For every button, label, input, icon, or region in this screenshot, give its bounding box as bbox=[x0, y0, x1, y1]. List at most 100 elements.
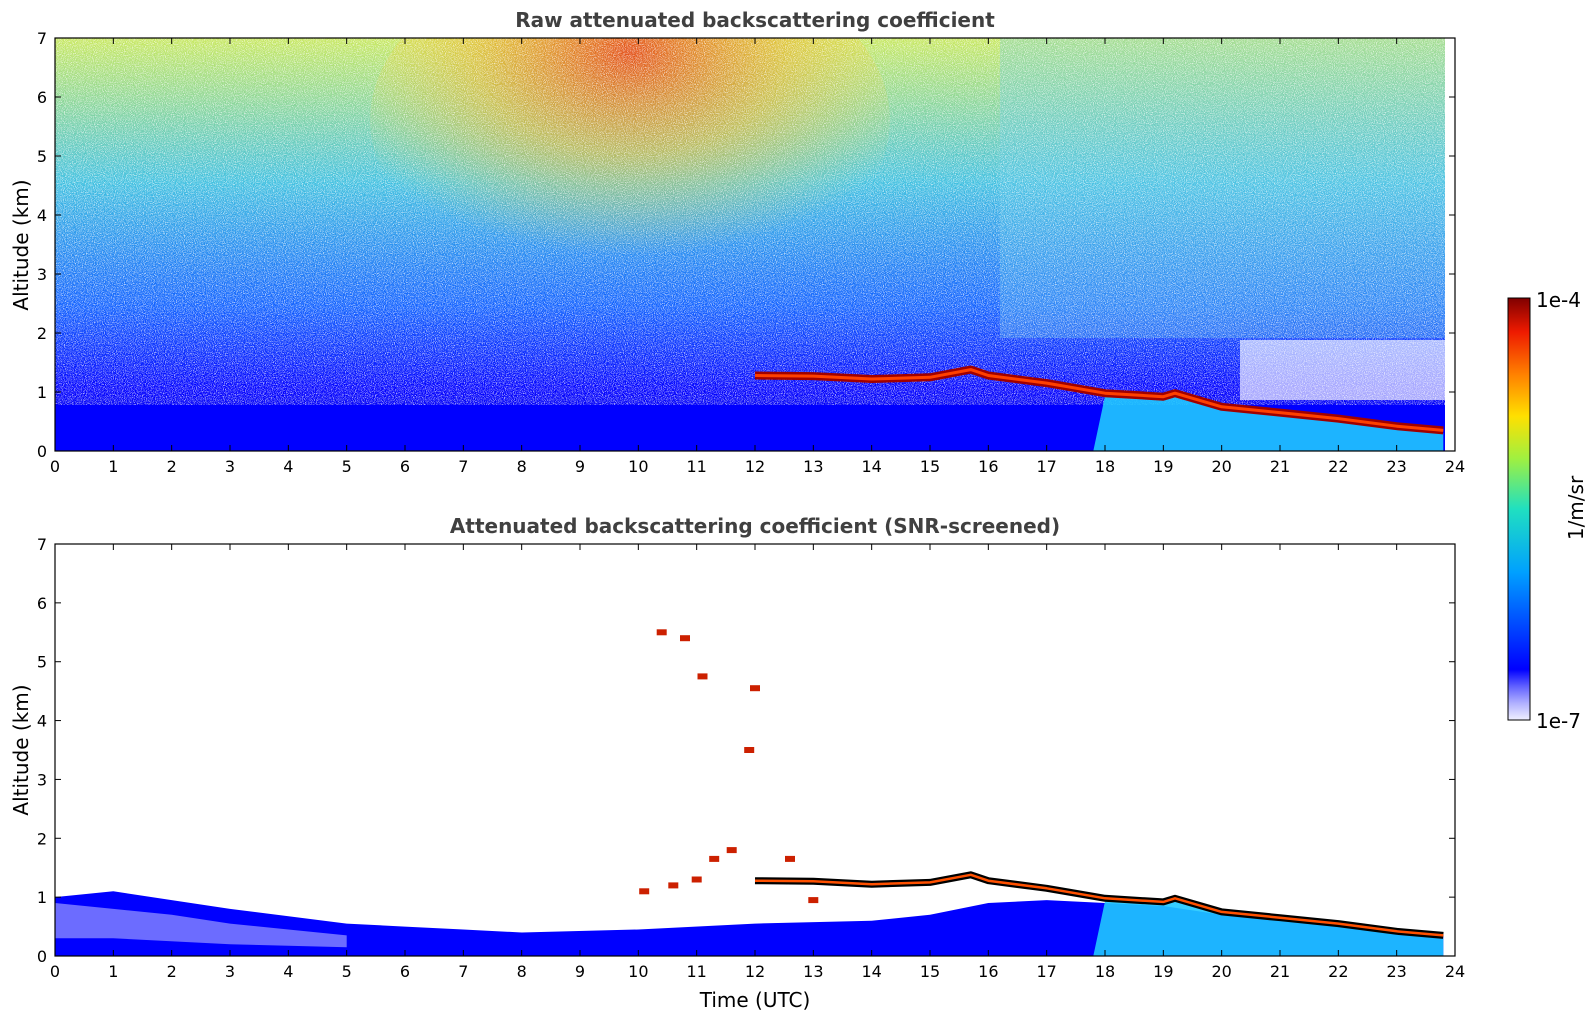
screened-return-speck bbox=[680, 635, 690, 642]
screened-x-tick-label: 20 bbox=[1211, 962, 1231, 981]
screened-x-tick-label: 8 bbox=[517, 962, 527, 981]
raw-x-tick-label: 22 bbox=[1328, 457, 1348, 476]
raw-x-tick-label: 4 bbox=[283, 457, 293, 476]
screened-x-axis: 0 1 2 3 4 5 6 7 8 9 10 11 12 13 14 15 16 17 18 19 20 21 22 23 24 bbox=[50, 544, 1465, 981]
raw-backscatter-panel: Raw attenuated backscattering coefficien… bbox=[9, 8, 1465, 476]
screened-panel-title: Attenuated backscattering coefficient (S… bbox=[450, 514, 1060, 538]
screened-lower-plume bbox=[1093, 901, 1444, 956]
raw-x-tick-label: 16 bbox=[978, 457, 998, 476]
colorbar-gradient bbox=[1507, 297, 1531, 721]
raw-y-tick-label: 1 bbox=[37, 383, 47, 402]
raw-x-tick-label: 24 bbox=[1445, 457, 1465, 476]
raw-x-tick-label: 20 bbox=[1211, 457, 1231, 476]
screened-x-tick-label: 7 bbox=[458, 962, 468, 981]
raw-x-tick-label: 8 bbox=[517, 457, 527, 476]
screened-x-tick-label: 14 bbox=[861, 962, 881, 981]
raw-x-tick-label: 17 bbox=[1036, 457, 1056, 476]
raw-x-tick-label: 21 bbox=[1270, 457, 1290, 476]
screened-y-tick-label: 3 bbox=[37, 770, 47, 789]
screened-return-speck bbox=[668, 882, 679, 889]
screened-x-tick-label: 18 bbox=[1095, 962, 1115, 981]
raw-x-tick-label: 19 bbox=[1153, 457, 1173, 476]
screened-y-axis: 0 1 2 3 4 5 6 7 bbox=[37, 535, 1455, 966]
screened-x-tick-label: 21 bbox=[1270, 962, 1290, 981]
colorbar-max-label: 1e-4 bbox=[1536, 288, 1581, 312]
screened-return-speck bbox=[697, 673, 708, 680]
raw-x-tick-label: 11 bbox=[686, 457, 706, 476]
screened-plot-frame bbox=[54, 543, 1456, 957]
screened-y-tick-label: 6 bbox=[37, 594, 47, 613]
raw-x-tick-label: 14 bbox=[861, 457, 881, 476]
raw-aerosol-layer-edge bbox=[754, 368, 1444, 432]
screened-x-tick-label: 3 bbox=[225, 962, 235, 981]
raw-x-tick-label: 5 bbox=[342, 457, 352, 476]
raw-y-axis: 0 1 2 3 4 5 6 7 bbox=[37, 29, 1455, 461]
screened-y-tick-label: 2 bbox=[37, 829, 47, 848]
screened-y-axis-label: Altitude (km) bbox=[9, 684, 33, 815]
screened-return-speck bbox=[785, 855, 795, 862]
screened-y-tick-label: 1 bbox=[37, 888, 47, 907]
screened-x-tick-label: 0 bbox=[50, 962, 60, 981]
raw-x-tick-label: 12 bbox=[745, 457, 765, 476]
screened-heatmap bbox=[55, 629, 1444, 956]
raw-x-tick-label: 10 bbox=[628, 457, 648, 476]
screened-backscatter-panel: Attenuated backscattering coefficient (S… bbox=[9, 514, 1465, 1012]
raw-y-tick-label: 3 bbox=[37, 265, 47, 284]
raw-lower-plume bbox=[1093, 396, 1444, 451]
screened-return-speck bbox=[726, 847, 737, 854]
screened-x-tick-label: 16 bbox=[978, 962, 998, 981]
raw-right-gap bbox=[1456, 38, 1463, 451]
raw-x-tick-label: 6 bbox=[400, 457, 410, 476]
screened-x-tick-label: 4 bbox=[283, 962, 293, 981]
screened-x-tick-label: 24 bbox=[1445, 962, 1465, 981]
screened-x-tick-label: 19 bbox=[1153, 962, 1173, 981]
raw-x-tick-label: 7 bbox=[458, 457, 468, 476]
colorbar-unit-label: 1/m/sr bbox=[1564, 475, 1588, 540]
screened-near-surface-field bbox=[55, 891, 1444, 956]
screened-early-haze bbox=[55, 903, 347, 948]
screened-x-tick-label: 5 bbox=[342, 962, 352, 981]
screened-x-tick-label: 1 bbox=[108, 962, 118, 981]
raw-y-axis-label: Altitude (km) bbox=[9, 179, 33, 310]
screened-x-tick-label: 15 bbox=[920, 962, 940, 981]
screened-x-tick-label: 12 bbox=[745, 962, 765, 981]
screened-return-speck bbox=[744, 747, 755, 753]
screened-y-tick-label: 5 bbox=[37, 653, 47, 672]
raw-x-axis: 0 1 2 3 4 5 6 7 8 9 10 11 12 13 14 15 16 17 18 19 20 21 22 23 24 bbox=[50, 38, 1465, 476]
raw-x-tick-label: 23 bbox=[1386, 457, 1406, 476]
raw-x-tick-label: 3 bbox=[225, 457, 235, 476]
screened-y-tick-label: 4 bbox=[37, 712, 47, 731]
raw-x-tick-label: 13 bbox=[803, 457, 823, 476]
raw-x-tick-label: 15 bbox=[920, 457, 940, 476]
raw-x-tick-label: 0 bbox=[50, 457, 60, 476]
screened-x-tick-label: 2 bbox=[167, 962, 177, 981]
screened-x-tick-label: 9 bbox=[575, 962, 585, 981]
screened-return-speck bbox=[656, 629, 667, 636]
raw-y-tick-label: 2 bbox=[37, 324, 47, 343]
x-axis-label: Time (UTC) bbox=[699, 988, 811, 1012]
raw-y-tick-label: 5 bbox=[37, 147, 47, 166]
screened-y-tick-label: 0 bbox=[37, 947, 47, 966]
raw-x-tick-label: 9 bbox=[575, 457, 585, 476]
raw-x-tick-label: 1 bbox=[108, 457, 118, 476]
screened-x-tick-label: 23 bbox=[1386, 962, 1406, 981]
colorbar: 1e-4 1e-7 1/m/sr bbox=[1507, 288, 1588, 733]
screened-return-speck bbox=[709, 855, 720, 862]
screened-return-speck bbox=[808, 897, 819, 904]
screened-x-tick-label: 13 bbox=[803, 962, 823, 981]
screened-y-tick-label: 7 bbox=[37, 535, 47, 554]
screened-x-tick-label: 10 bbox=[628, 962, 648, 981]
screened-x-tick-label: 11 bbox=[686, 962, 706, 981]
screened-isolated-returns bbox=[639, 629, 819, 904]
raw-x-tick-label: 18 bbox=[1095, 457, 1115, 476]
raw-panel-title: Raw attenuated backscattering coefficien… bbox=[515, 8, 995, 32]
raw-y-tick-label: 0 bbox=[37, 442, 47, 461]
raw-y-tick-label: 7 bbox=[37, 29, 47, 48]
colorbar-min-label: 1e-7 bbox=[1536, 709, 1581, 733]
screened-x-tick-label: 22 bbox=[1328, 962, 1348, 981]
screened-x-tick-label: 6 bbox=[400, 962, 410, 981]
raw-noise-speckle bbox=[55, 38, 1445, 451]
screened-x-tick-label: 17 bbox=[1036, 962, 1056, 981]
raw-x-tick-label: 2 bbox=[167, 457, 177, 476]
